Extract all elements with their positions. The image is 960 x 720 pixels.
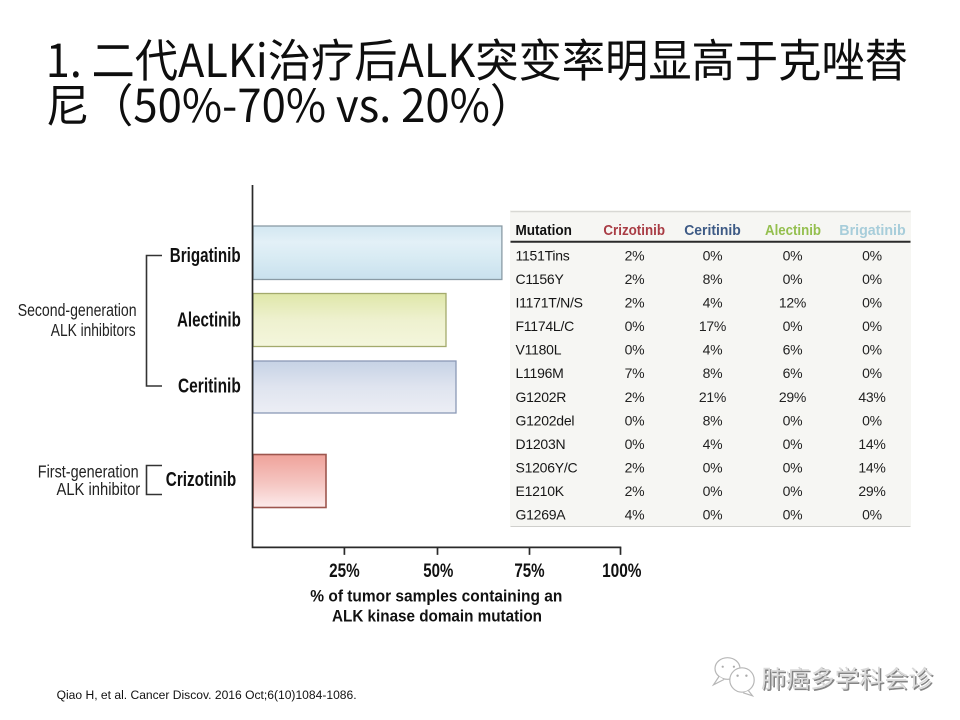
svg-text:0%: 0%	[625, 436, 645, 452]
svg-text:First-generation: First-generation	[38, 461, 139, 481]
svg-text:25%: 25%	[329, 561, 360, 582]
svg-text:0%: 0%	[703, 507, 723, 523]
svg-text:0%: 0%	[783, 412, 803, 428]
svg-text:G1202del: G1202del	[516, 412, 575, 428]
svg-text:6%: 6%	[783, 342, 803, 358]
svg-text:0%: 0%	[862, 507, 882, 523]
svg-text:100%: 100%	[602, 561, 641, 582]
svg-text:8%: 8%	[703, 365, 723, 381]
svg-text:Crizotinib: Crizotinib	[603, 222, 665, 239]
svg-text:0%: 0%	[625, 342, 645, 358]
svg-text:Ceritinib: Ceritinib	[178, 376, 241, 398]
svg-text:0%: 0%	[703, 247, 723, 263]
svg-text:4%: 4%	[625, 507, 645, 523]
svg-text:S1206Y/C: S1206Y/C	[516, 460, 578, 476]
svg-text:6%: 6%	[783, 365, 803, 381]
svg-text:0%: 0%	[625, 412, 645, 428]
svg-text:4%: 4%	[703, 436, 723, 452]
svg-text:2%: 2%	[625, 295, 645, 311]
svg-text:0%: 0%	[862, 342, 882, 358]
svg-text:0%: 0%	[783, 247, 803, 263]
svg-text:0%: 0%	[783, 436, 803, 452]
svg-text:4%: 4%	[703, 295, 723, 311]
svg-text:43%: 43%	[858, 389, 885, 405]
svg-text:75%: 75%	[514, 561, 544, 582]
svg-text:0%: 0%	[862, 412, 882, 428]
svg-text:ALK kinase domain mutation: ALK kinase domain mutation	[332, 606, 542, 625]
svg-text:0%: 0%	[783, 460, 803, 476]
svg-text:29%: 29%	[779, 389, 806, 405]
svg-text:2%: 2%	[625, 460, 645, 476]
svg-text:2%: 2%	[625, 247, 645, 263]
svg-text:8%: 8%	[703, 412, 723, 428]
svg-text:29%: 29%	[858, 483, 885, 499]
svg-text:V1180L: V1180L	[516, 342, 562, 358]
svg-text:7%: 7%	[625, 365, 645, 381]
svg-text:% of tumor samples containing: % of tumor samples containing an	[310, 587, 562, 606]
svg-text:0%: 0%	[862, 365, 882, 381]
svg-text:Mutation: Mutation	[516, 222, 572, 239]
svg-text:0%: 0%	[783, 318, 803, 334]
svg-text:14%: 14%	[858, 436, 885, 452]
svg-text:0%: 0%	[862, 295, 882, 311]
svg-text:Ceritinib: Ceritinib	[684, 222, 741, 239]
svg-text:0%: 0%	[783, 483, 803, 499]
svg-text:17%: 17%	[699, 318, 726, 334]
svg-text:0%: 0%	[703, 460, 723, 476]
svg-text:1151Tins: 1151Tins	[516, 247, 570, 263]
svg-text:I1171T/N/S: I1171T/N/S	[516, 295, 583, 311]
svg-text:Brigatinib: Brigatinib	[170, 245, 241, 267]
svg-text:G1269A: G1269A	[516, 507, 567, 523]
svg-text:2%: 2%	[625, 271, 645, 287]
svg-text:0%: 0%	[625, 318, 645, 334]
svg-text:Alectinib: Alectinib	[177, 310, 241, 332]
svg-text:0%: 0%	[783, 271, 803, 287]
svg-text:Alectinib: Alectinib	[765, 222, 821, 239]
svg-text:E1210K: E1210K	[516, 483, 565, 499]
svg-text:Second-generation: Second-generation	[18, 300, 137, 320]
svg-text:2%: 2%	[625, 389, 645, 405]
svg-text:8%: 8%	[703, 271, 723, 287]
svg-text:ALK inhibitors: ALK inhibitors	[51, 320, 136, 340]
svg-text:2%: 2%	[625, 483, 645, 499]
svg-text:ALK inhibitor: ALK inhibitor	[57, 479, 141, 499]
svg-text:21%: 21%	[699, 389, 726, 405]
svg-text:Brigatinib: Brigatinib	[839, 222, 905, 239]
svg-text:12%: 12%	[779, 295, 806, 311]
svg-text:C1156Y: C1156Y	[516, 271, 565, 287]
svg-text:50%: 50%	[423, 561, 453, 582]
svg-text:4%: 4%	[703, 342, 723, 358]
svg-text:0%: 0%	[862, 247, 882, 263]
svg-text:0%: 0%	[783, 507, 803, 523]
svg-text:L1196M: L1196M	[516, 365, 564, 381]
svg-text:0%: 0%	[862, 271, 882, 287]
svg-text:14%: 14%	[858, 460, 885, 476]
svg-text:G1202R: G1202R	[516, 389, 567, 405]
svg-text:0%: 0%	[703, 483, 723, 499]
svg-text:F1174L/C: F1174L/C	[516, 318, 575, 334]
svg-text:Crizotinib: Crizotinib	[166, 469, 236, 491]
svg-text:0%: 0%	[862, 318, 882, 334]
svg-text:D1203N: D1203N	[516, 436, 566, 452]
svg-text:Qiao H, et al. Cancer Discov.: Qiao H, et al. Cancer Discov. 2016 Oct;6…	[57, 688, 357, 702]
